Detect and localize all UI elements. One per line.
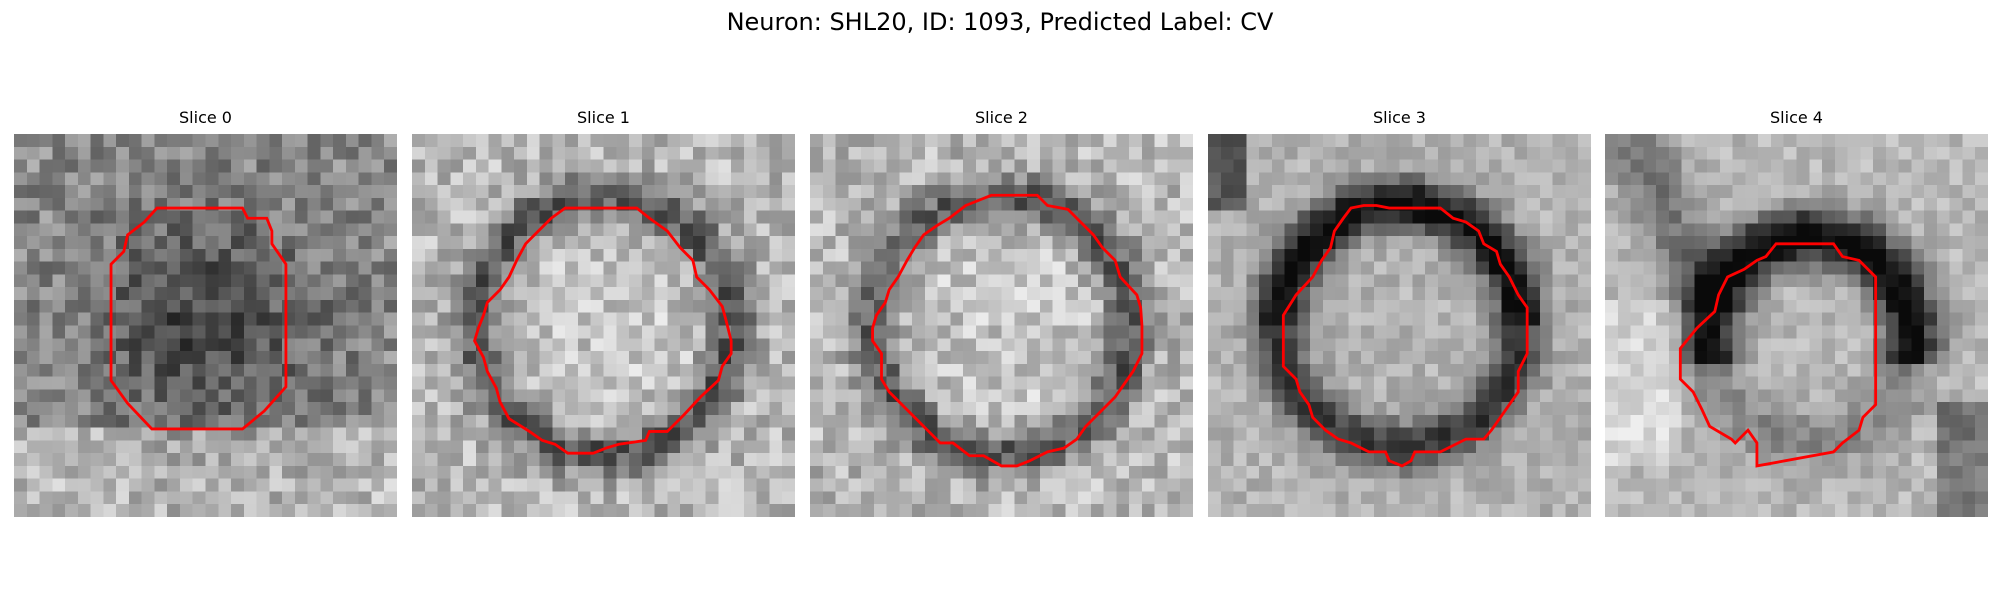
slice-panel-3: Slice 3 bbox=[1208, 108, 1591, 517]
slice-pixel-grid bbox=[810, 134, 1193, 517]
roi-contour bbox=[109, 206, 288, 431]
slice-image bbox=[14, 134, 397, 517]
figure-title: Neuron: SHL20, ID: 1093, Predicted Label… bbox=[726, 8, 1274, 36]
slice-panel-1: Slice 1 bbox=[412, 108, 795, 517]
roi-contour bbox=[871, 193, 1144, 468]
slice-title: Slice 4 bbox=[1770, 108, 1823, 127]
slice-title: Slice 3 bbox=[1373, 108, 1426, 127]
slice-title: Slice 1 bbox=[577, 108, 630, 127]
slice-pixel-grid bbox=[412, 134, 795, 517]
slice-image bbox=[1208, 134, 1591, 517]
slice-image bbox=[1605, 134, 1988, 517]
slice-panel-4: Slice 4 bbox=[1605, 108, 1988, 517]
slice-image bbox=[810, 134, 1193, 517]
slice-title: Slice 0 bbox=[179, 108, 232, 127]
slice-title: Slice 2 bbox=[975, 108, 1028, 127]
slice-pixel-grid bbox=[14, 134, 397, 517]
slice-panel-0: Slice 0 bbox=[14, 108, 397, 517]
slice-pixel-grid bbox=[1605, 134, 1988, 517]
slice-image bbox=[412, 134, 795, 517]
roi-contour bbox=[473, 206, 733, 455]
slice-panel-2: Slice 2 bbox=[810, 108, 1193, 517]
slice-pixel-grid bbox=[1208, 134, 1591, 517]
roi-contour bbox=[1281, 204, 1529, 468]
roi-contour bbox=[1678, 242, 1878, 468]
